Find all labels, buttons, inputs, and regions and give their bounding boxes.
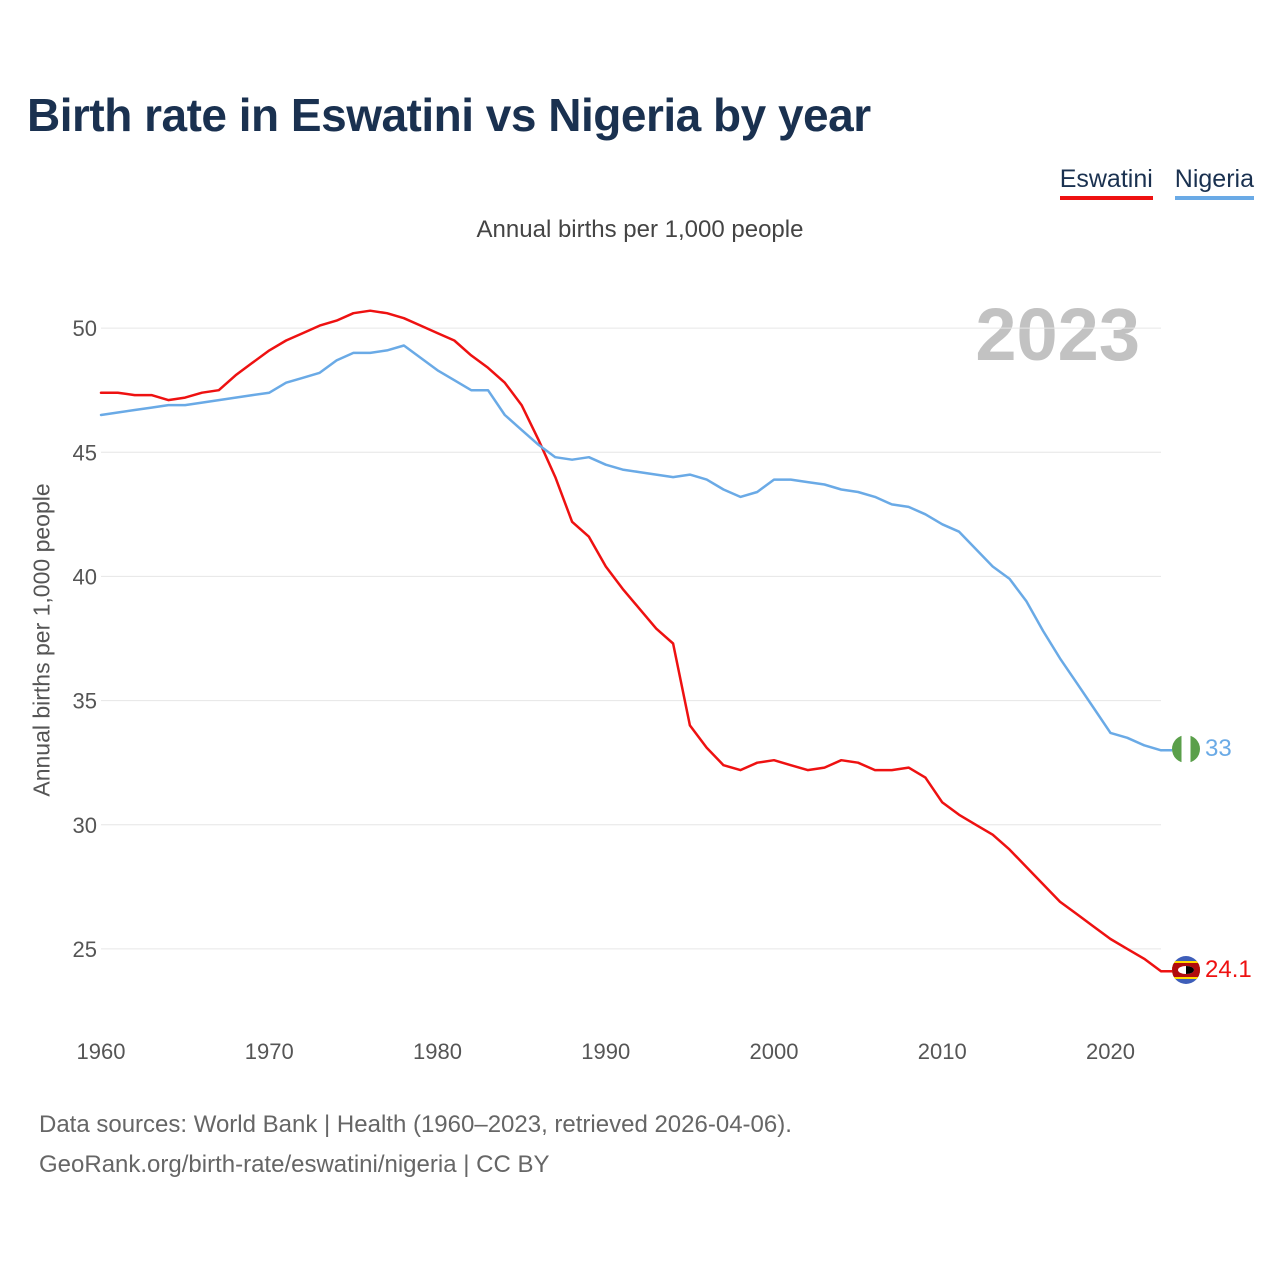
y-tick-label: 50 <box>73 316 97 341</box>
legend-item-nigeria[interactable]: Nigeria <box>1174 164 1254 200</box>
x-tick-label: 2010 <box>918 1039 967 1064</box>
x-tick-label: 1990 <box>581 1039 630 1064</box>
eswatini-end-label: 24.1 <box>1205 956 1252 983</box>
year-watermark: 2023 <box>975 293 1140 376</box>
x-tick-label: 1960 <box>77 1039 126 1064</box>
series-line-nigeria <box>99 344 1163 752</box>
chart-subtitle: Annual births per 1,000 people <box>476 216 804 243</box>
nigeria-flag-icon <box>1172 735 1200 763</box>
x-tick-label: 1970 <box>245 1039 294 1064</box>
nigeria-end-label: 33 <box>1205 735 1232 762</box>
footer-sources: Data sources: World Bank | Health (1960–… <box>39 1111 792 1138</box>
y-tick-label: 25 <box>73 937 97 962</box>
x-tick-label: 2000 <box>750 1039 799 1064</box>
series-lines <box>99 309 1173 973</box>
x-axis-ticks: 1960 1970 1980 1990 2000 2010 2020 <box>77 1039 1135 1064</box>
chart-title: Birth rate in Eswatini vs Nigeria by yea… <box>27 89 871 141</box>
legend: Eswatini Nigeria <box>1059 164 1254 200</box>
y-axis-ticks: 25 30 35 40 45 50 <box>73 316 97 962</box>
x-tick-label: 1980 <box>413 1039 462 1064</box>
legend-item-eswatini[interactable]: Eswatini <box>1059 164 1153 200</box>
x-tick-label: 2020 <box>1086 1039 1135 1064</box>
footer-attribution: GeoRank.org/birth-rate/eswatini/nigeria … <box>39 1151 550 1178</box>
y-tick-label: 40 <box>73 564 97 589</box>
eswatini-flag-icon <box>1172 956 1200 984</box>
y-tick-label: 45 <box>73 440 97 465</box>
y-tick-label: 35 <box>73 689 97 714</box>
y-tick-label: 30 <box>73 813 97 838</box>
grid-lines <box>101 327 1161 950</box>
series-line-eswatini <box>99 309 1163 973</box>
footer: Data sources: World Bank | Health (1960–… <box>39 1105 792 1185</box>
